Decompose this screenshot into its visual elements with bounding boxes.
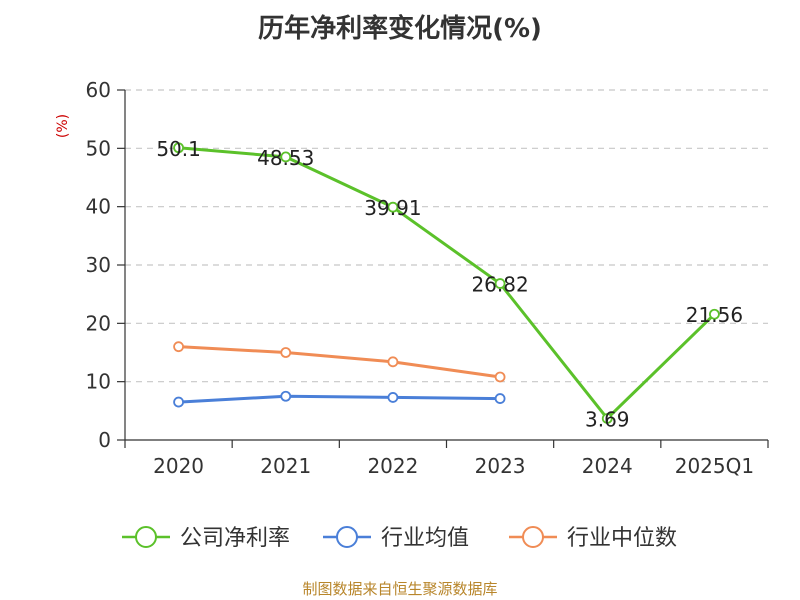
data-point [494, 393, 506, 404]
y-tick-label: 30 [86, 253, 111, 277]
axes: 0 10 20 30 40 50 60 (%) 2020 2021 2022 2023 2024 2025… [55, 78, 769, 478]
legend: 公司净利率 行业均值 行业中位数 [122, 526, 677, 551]
data-point [173, 341, 184, 353]
y-axis-label: (%) [55, 114, 71, 138]
x-tick-label: 2021 [260, 454, 311, 478]
data-point [709, 308, 720, 320]
y-tick-label: 40 [86, 195, 111, 219]
data-point [280, 390, 292, 402]
series-line [178, 345, 501, 379]
x-tick-label: 2023 [475, 454, 526, 478]
y-tick-label: 60 [86, 78, 111, 102]
data-point [173, 396, 184, 408]
data-labels: 50.1 48.53 39.91 26.82 3.69 21.56 [156, 137, 743, 432]
y-tick-label: 10 [86, 370, 111, 394]
data-label: 39.91 [364, 196, 421, 220]
grid-lines [125, 89, 768, 383]
x-tick-label: 2022 [367, 454, 418, 478]
data-label: 48.53 [257, 146, 314, 170]
data-label: 3.69 [585, 407, 630, 431]
data-point [280, 347, 292, 358]
legend-marker [135, 526, 157, 548]
y-tick-label: 50 [86, 136, 111, 160]
data-point [601, 413, 613, 424]
chart-title: 历年净利率变化情况(%) [258, 14, 542, 44]
data-label: 26.82 [471, 273, 528, 297]
data-point [387, 356, 399, 368]
legend-label: 行业中位数 [567, 526, 677, 551]
data-point [280, 151, 292, 163]
legend-label: 行业均值 [381, 526, 469, 551]
series-lines [173, 142, 720, 424]
y-tick-label: 0 [98, 428, 111, 452]
data-label: 50.1 [156, 137, 201, 161]
x-tick-label: 2020 [153, 454, 204, 478]
data-point [494, 278, 506, 289]
data-point [173, 142, 184, 154]
legend-label: 公司净利率 [180, 526, 290, 551]
series-line [178, 394, 501, 404]
data-label: 21.56 [686, 303, 743, 327]
source-note: 制图数据来自恒生聚源数据库 [302, 580, 498, 598]
y-tick-label: 20 [86, 311, 111, 335]
data-point [387, 201, 399, 213]
legend-marker [336, 526, 358, 548]
legend-marker [522, 526, 544, 548]
series-line [178, 146, 716, 420]
data-point [387, 392, 399, 403]
data-point [494, 371, 506, 383]
x-tick-label: 2025Q1 [675, 454, 754, 478]
x-tick-label: 2024 [582, 454, 633, 478]
